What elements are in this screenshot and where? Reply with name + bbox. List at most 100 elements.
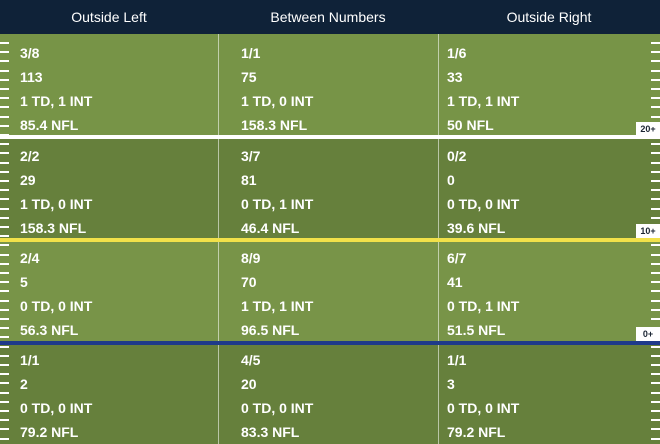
hash-mark [0,161,9,164]
td-int: 1 TD, 0 INT [241,93,314,109]
hash-mark [651,216,660,219]
hash-mark [651,308,660,311]
hash-mark [0,152,9,155]
hash-mark [0,115,9,118]
yards: 41 [447,274,463,290]
passer-rating: 46.4 NFL [241,220,300,236]
yards: 3 [447,376,455,392]
hash-mark [651,78,660,81]
passer-rating: 56.3 NFL [20,322,79,338]
td-int: 0 TD, 0 INT [447,400,520,416]
column-header-between-numbers: Between Numbers [270,9,386,25]
zone-10-plus [0,137,660,240]
hash-mark [651,253,660,256]
hash-mark [0,428,9,431]
hash-mark [651,272,660,274]
yards: 81 [241,172,257,188]
hash-mark [0,410,9,412]
hash-mark [651,198,660,201]
stat-cell-zone4-outside-right[interactable]: 1/1 3 0 TD, 0 INT 79.2 NFL [447,348,647,444]
yards: 0 [447,172,455,188]
hash-mark [0,382,9,385]
zone-red-zone-goal [0,343,660,444]
passer-rating: 158.3 NFL [20,220,87,236]
hash-mark [0,290,9,293]
hash-mark [651,152,660,155]
hash-mark [651,382,660,385]
hash-mark [0,272,9,274]
hash-mark [0,60,9,63]
stat-cell-zone1-outside-right[interactable]: 1/6 33 1 TD, 1 INT 50 NFL [447,41,647,137]
hash-mark [651,97,660,100]
yards: 113 [20,69,43,85]
passer-rating: 96.5 NFL [241,322,300,338]
hash-mark [651,400,660,403]
stat-cell-zone2-between-numbers[interactable]: 3/7 81 0 TD, 1 INT 46.4 NFL [241,144,441,240]
zone-0-plus [0,240,660,343]
completions: 0/2 [447,148,467,164]
completions: 3/8 [20,45,40,61]
stat-cell-zone2-outside-left[interactable]: 2/2 29 1 TD, 0 INT 158.3 NFL [20,144,220,240]
passer-rating: 158.3 NFL [241,117,308,133]
hash-mark [0,207,9,210]
hash-mark [0,226,9,228]
hash-mark [0,106,9,109]
hash-mark [0,42,9,44]
hash-mark [0,364,9,366]
hash-mark [651,336,660,339]
hash-mark [651,124,660,127]
passer-rating: 79.2 NFL [20,424,79,440]
passer-rating: 83.3 NFL [241,424,300,440]
hash-mark [0,419,9,422]
completions: 6/7 [447,250,467,266]
column-header-outside-left: Outside Left [71,9,147,25]
hash-mark [0,318,9,320]
yards: 70 [241,274,257,290]
hash-mark [0,189,9,192]
passer-rating: 79.2 NFL [447,424,506,440]
hash-mark [0,299,9,302]
td-int: 1 TD, 1 INT [447,93,520,109]
stat-cell-zone1-outside-left[interactable]: 3/8 113 1 TD, 1 INT 85.4 NFL [20,41,220,137]
stat-cell-zone4-outside-left[interactable]: 1/1 2 0 TD, 0 INT 79.2 NFL [20,348,220,444]
hash-mark [0,244,9,247]
stat-cell-zone3-outside-right[interactable]: 6/7 41 0 TD, 1 INT 51.5 NFL [447,246,647,342]
hash-mark [0,308,9,311]
stat-cell-zone1-between-numbers[interactable]: 1/1 75 1 TD, 0 INT 158.3 NFL [241,41,441,137]
completions: 1/1 [241,45,261,61]
hash-mark [0,180,9,182]
hash-mark [651,290,660,293]
yards: 2 [20,376,28,392]
passer-rating: 50 NFL [447,117,494,133]
hash-mark [651,189,660,192]
stat-cell-zone3-outside-left[interactable]: 2/4 5 0 TD, 0 INT 56.3 NFL [20,246,220,342]
td-int: 0 TD, 0 INT [241,400,314,416]
hash-mark [0,235,9,238]
hash-mark [651,143,660,146]
column-header-bar: Outside Left Between Numbers Outside Rig… [0,0,660,34]
hash-mark [0,336,9,339]
completions: 2/2 [20,148,40,164]
hash-mark [651,262,660,265]
hash-mark [651,115,660,118]
passer-rating: 39.6 NFL [447,220,506,236]
hash-mark [0,69,9,72]
hash-mark [0,345,9,348]
hash-mark [0,134,9,136]
hash-mark [651,327,660,330]
hash-mark [651,345,660,348]
hash-mark [651,428,660,431]
td-int: 0 TD, 0 INT [20,400,93,416]
hash-mark [0,216,9,219]
hash-mark [0,97,9,100]
hash-mark [651,42,660,44]
hash-mark [0,198,9,201]
td-int: 0 TD, 0 INT [447,196,520,212]
stat-cell-zone3-between-numbers[interactable]: 8/9 70 1 TD, 1 INT 96.5 NFL [241,246,441,342]
stat-cell-zone4-between-numbers[interactable]: 4/5 20 0 TD, 0 INT 83.3 NFL [241,348,441,444]
stat-cell-zone2-outside-right[interactable]: 0/2 0 0 TD, 0 INT 39.6 NFL [447,144,647,240]
td-int: 1 TD, 1 INT [241,298,314,314]
column-header-outside-right: Outside Right [506,9,592,25]
hash-mark [651,134,660,136]
completions: 1/1 [20,352,40,368]
